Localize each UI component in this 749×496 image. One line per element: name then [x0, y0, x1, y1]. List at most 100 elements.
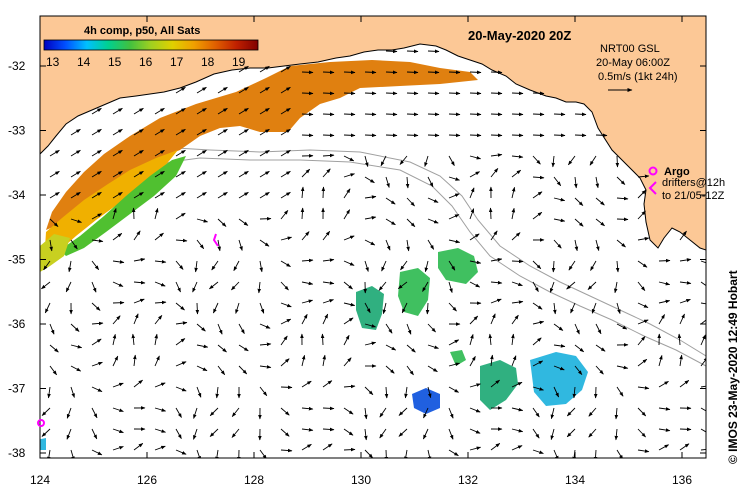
- current-arrow: [616, 196, 629, 201]
- current-arrow: [679, 354, 683, 367]
- current-arrow: [532, 360, 544, 367]
- current-arrow: [532, 302, 543, 310]
- current-arrow: [658, 281, 671, 286]
- current-arrow: [406, 197, 415, 207]
- current-arrow: [238, 107, 249, 115]
- current-arrow: [217, 107, 228, 115]
- current-arrow: [196, 170, 207, 178]
- current-arrow: [322, 443, 333, 451]
- current-arrow: [259, 149, 270, 157]
- current-arrow: [193, 428, 198, 440]
- current-arrow: [385, 91, 398, 96]
- current-arrow: [300, 186, 305, 199]
- current-arrow: [217, 323, 223, 335]
- current-arrow: [259, 86, 270, 94]
- current-arrow: [615, 260, 620, 273]
- current-arrow: [280, 236, 293, 241]
- current-arrow: [154, 128, 165, 136]
- current-arrow: [406, 365, 414, 376]
- current-arrow: [154, 207, 159, 220]
- current-arrow: [637, 281, 646, 291]
- current-arrow: [553, 344, 566, 348]
- current-arrow: [280, 385, 293, 390]
- current-arrow: [301, 281, 314, 286]
- current-arrow: [238, 323, 245, 334]
- current-arrow: [404, 449, 408, 458]
- current-arrow: [532, 175, 545, 180]
- current-arrow: [70, 386, 75, 398]
- current-arrow: [133, 443, 144, 451]
- current-arrow: [364, 155, 369, 168]
- current-arrow: [511, 300, 524, 304]
- current-arrow: [364, 70, 377, 75]
- current-arrow: [532, 281, 539, 292]
- current-arrow: [615, 155, 620, 168]
- current-arrow: [259, 323, 271, 329]
- current-arrow: [532, 407, 540, 418]
- current-arrow: [613, 281, 618, 294]
- current-arrow: [322, 153, 335, 158]
- current-arrow: [364, 176, 375, 184]
- current-arrow: [259, 386, 268, 397]
- current-arrow: [511, 333, 515, 346]
- current-arrow: [595, 133, 608, 138]
- current-arrow: [469, 315, 479, 325]
- current-arrow: [41, 281, 51, 290]
- current-arrow: [490, 70, 503, 75]
- current-arrow: [70, 344, 83, 349]
- current-arrow: [91, 191, 102, 199]
- current-arrow: [133, 107, 144, 115]
- current-arrow: [280, 149, 291, 157]
- sst-patches: [40, 60, 588, 450]
- current-arrow: [257, 281, 262, 294]
- current-arrow: [511, 281, 523, 287]
- current-arrow: [193, 407, 198, 419]
- current-vectors: [41, 49, 706, 458]
- current-arrow: [47, 386, 51, 399]
- current-arrow: [65, 281, 72, 293]
- current-arrow: [574, 176, 578, 189]
- current-arrow: [448, 70, 461, 75]
- argo-label: Argo: [664, 166, 690, 178]
- lat-tick-label: -37: [8, 382, 26, 396]
- current-arrow: [91, 239, 104, 243]
- current-arrow: [677, 333, 682, 346]
- sst-patch-orange-band: [44, 150, 178, 264]
- current-arrow: [343, 235, 355, 241]
- lat-tick-label: -34: [8, 188, 26, 202]
- current-arrow: [343, 384, 356, 389]
- current-arrow: [66, 407, 72, 419]
- current-arrow: [398, 407, 408, 416]
- australia-land: [40, 16, 706, 251]
- current-arrow: [112, 281, 124, 287]
- current-arrow: [595, 344, 606, 352]
- current-arrow: [238, 170, 249, 178]
- current-arrow: [133, 354, 137, 367]
- current-arrow: [175, 86, 186, 94]
- current-arrow: [91, 170, 102, 178]
- current-arrow: [209, 428, 219, 437]
- current-arrow: [259, 342, 272, 347]
- current-arrow: [280, 210, 289, 220]
- current-arrow: [490, 168, 499, 178]
- current-arrow: [469, 260, 482, 265]
- lon-tick-label: 130: [351, 473, 371, 487]
- current-arrow: [196, 344, 209, 349]
- current-arrow: [511, 186, 516, 199]
- current-arrow: [448, 281, 453, 294]
- current-arrow: [469, 356, 476, 367]
- current-arrow: [217, 128, 228, 136]
- current-arrow: [343, 173, 355, 178]
- current-arrow: [343, 447, 356, 452]
- current-arrow: [49, 218, 59, 227]
- current-arrow: [211, 260, 219, 271]
- current-arrow: [574, 197, 584, 206]
- current-arrow: [112, 233, 123, 241]
- current-arrow: [616, 176, 626, 185]
- drifters-label-line1: drifters@12h: [662, 177, 725, 189]
- current-arrow: [322, 380, 333, 388]
- current-arrow: [212, 302, 219, 314]
- current-arrow: [192, 281, 198, 293]
- current-arrow: [588, 407, 597, 417]
- colorbar-tick-13: 13: [46, 55, 60, 69]
